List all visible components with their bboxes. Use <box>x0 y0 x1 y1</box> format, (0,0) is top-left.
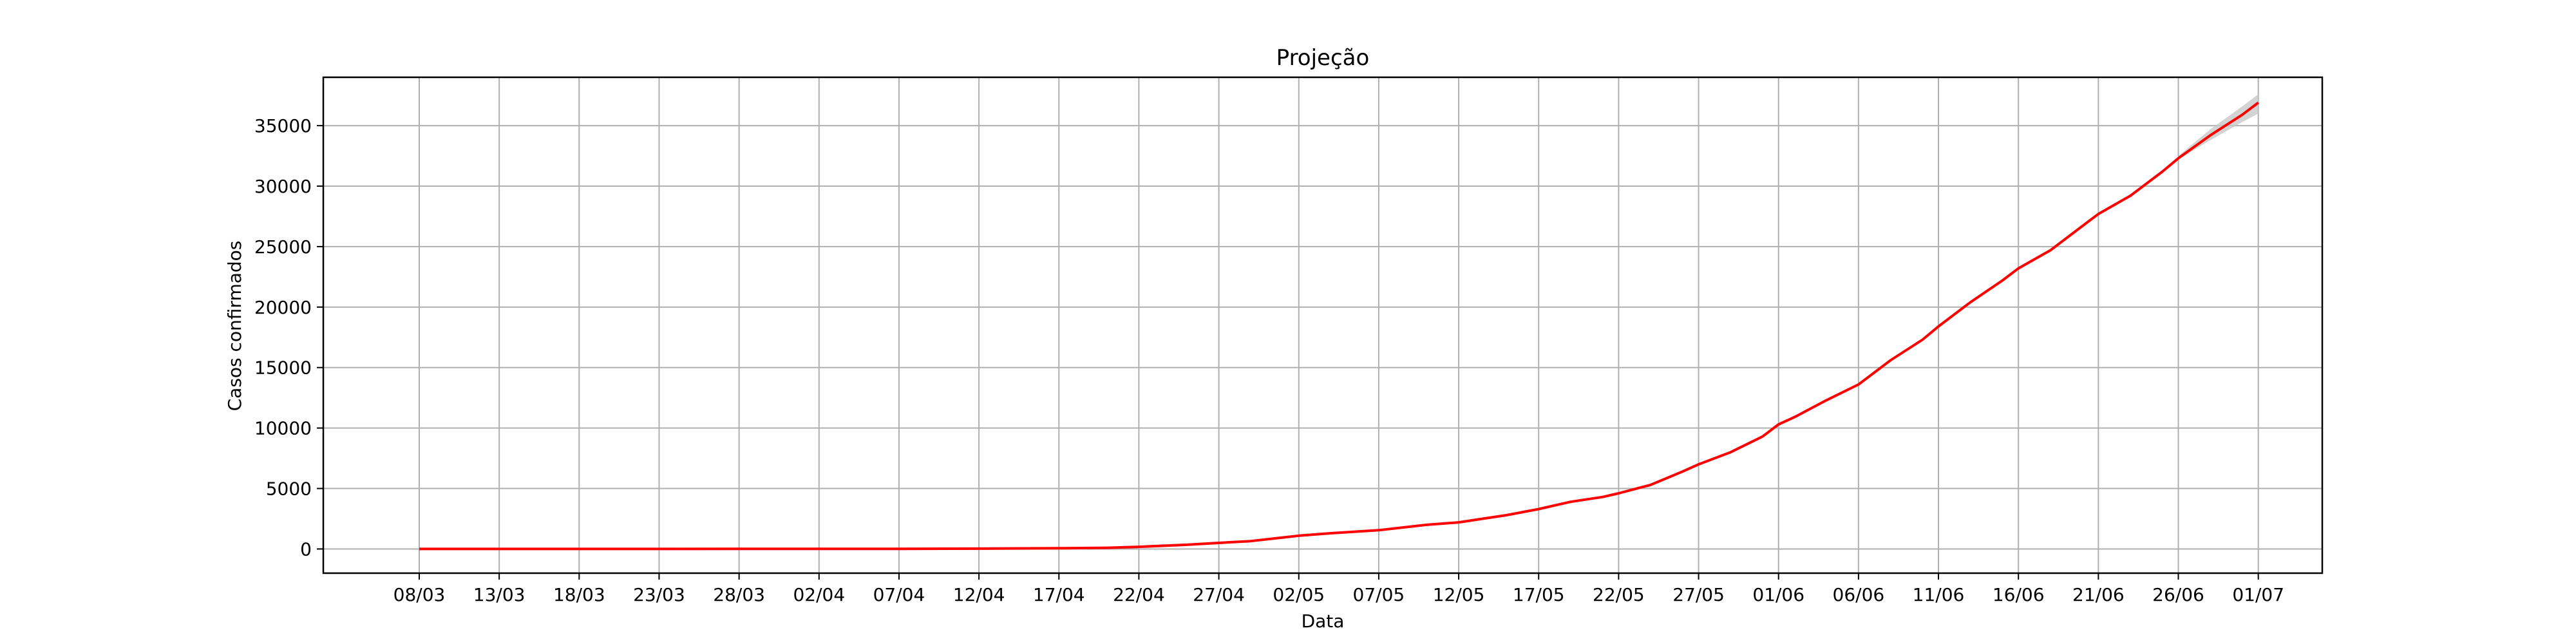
x-tick-label: 21/06 <box>2072 584 2125 605</box>
x-tick-label: 22/04 <box>1113 584 1165 605</box>
y-tick-label: 35000 <box>254 115 312 137</box>
series-line <box>419 101 2259 551</box>
y-tick-label: 15000 <box>254 357 312 379</box>
y-tick-label: 5000 <box>266 478 312 500</box>
x-tick-label: 01/07 <box>2232 584 2284 605</box>
x-tick-label: 12/05 <box>1433 584 1485 605</box>
y-tick-label: 20000 <box>254 297 312 318</box>
x-tick-label: 26/06 <box>2152 584 2204 605</box>
y-tick-label: 25000 <box>254 236 312 258</box>
x-tick-label: 13/03 <box>473 584 526 605</box>
grid <box>323 77 2322 573</box>
x-tick-label: 27/04 <box>1193 584 1245 605</box>
x-tick-label: 27/05 <box>1672 584 1725 605</box>
x-tick-label: 23/03 <box>633 584 685 605</box>
chart-title: Projeção <box>1276 45 1370 71</box>
x-tick-label: 01/06 <box>1752 584 1804 605</box>
y-tick-label: 0 <box>300 538 312 560</box>
x-tick-label: 18/03 <box>553 584 605 605</box>
x-tick-label: 12/04 <box>953 584 1005 605</box>
x-tick-label: 02/04 <box>793 584 845 605</box>
x-tick-label: 17/05 <box>1513 584 1565 605</box>
x-tick-label: 07/05 <box>1353 584 1405 605</box>
y-tick-label: 30000 <box>254 176 312 197</box>
series-lines <box>419 101 2259 551</box>
x-axis-ticks: 08/03 13/03 18/03 23/03 28/03 02/04 07/04 12/04… <box>393 573 2284 605</box>
plot-area-frame <box>322 76 2324 574</box>
x-tick-label: 17/04 <box>1033 584 1085 605</box>
y-axis-ticks: 0 5000 10000 15000 20000 25000 30000 35000 <box>254 115 323 560</box>
x-tick-label: 06/06 <box>1833 584 1885 605</box>
y-axis-label: Casos confirmados <box>224 241 245 412</box>
x-tick-label: 11/06 <box>1913 584 1965 605</box>
x-tick-label: 08/03 <box>393 584 446 605</box>
x-tick-label: 02/05 <box>1273 584 1325 605</box>
x-tick-label: 22/05 <box>1593 584 1645 605</box>
x-axis-label: Data <box>1302 611 1345 632</box>
y-tick-label: 10000 <box>254 418 312 439</box>
x-tick-label: 28/03 <box>713 584 765 605</box>
x-tick-label: 07/04 <box>873 584 925 605</box>
x-tick-label: 16/06 <box>1993 584 2045 605</box>
